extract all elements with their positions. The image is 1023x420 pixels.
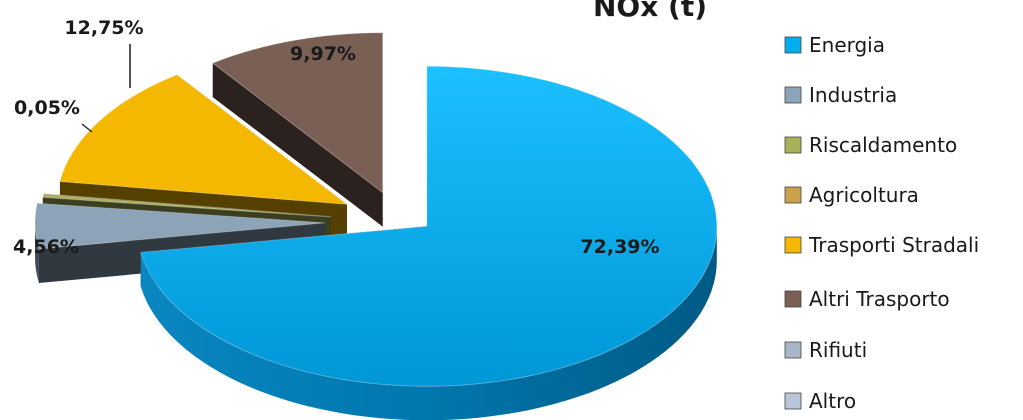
slice-side-energia bbox=[140, 226, 717, 420]
legend-item-agricoltura: Agricoltura bbox=[784, 183, 919, 207]
legend-label-trasporti-stradali: Trasporti Stradali bbox=[808, 233, 979, 257]
legend-swatch-riscaldamento bbox=[784, 136, 802, 154]
legend: Energia Industria Riscaldamento Agricolt… bbox=[784, 33, 979, 413]
legend-swatch-energia bbox=[784, 36, 802, 54]
legend-label-energia: Energia bbox=[809, 33, 885, 57]
legend-item-altro: Altro bbox=[784, 389, 856, 413]
legend-item-industria: Industria bbox=[784, 83, 897, 107]
legend-item-rifiuti: Rifiuti bbox=[784, 338, 867, 362]
legend-label-altri-trasporto: Altri Trasporto bbox=[809, 287, 950, 311]
legend-swatch-altri-trasporto bbox=[784, 290, 802, 308]
label-industria: 4,56% bbox=[13, 236, 79, 258]
slice-altri-trasporto bbox=[211, 32, 384, 227]
label-agricoltura: 0,05% bbox=[14, 97, 80, 119]
slice-top-altri-trasporto bbox=[211, 32, 384, 194]
legend-swatch-rifiuti bbox=[784, 341, 802, 359]
label-energia: 72,39% bbox=[580, 236, 659, 258]
chart-title: NOx (t) bbox=[593, 0, 707, 23]
slice-top-riscaldamento bbox=[42, 194, 331, 218]
legend-item-trasporti-stradali: Trasporti Stradali bbox=[784, 233, 979, 257]
leader-line-agricoltura bbox=[81, 123, 93, 133]
legend-swatch-agricoltura bbox=[784, 186, 802, 204]
legend-label-altro: Altro bbox=[809, 389, 856, 413]
legend-item-altri-trasporto: Altri Trasporto bbox=[784, 287, 950, 311]
slice-top-agricoltura bbox=[42, 193, 331, 218]
legend-label-riscaldamento: Riscaldamento bbox=[809, 133, 957, 157]
legend-swatch-altro bbox=[784, 392, 802, 410]
pie-slices bbox=[34, 32, 718, 420]
legend-label-industria: Industria bbox=[809, 83, 897, 107]
slice-side-industria bbox=[35, 222, 39, 283]
legend-item-energia: Energia bbox=[784, 33, 885, 57]
slice-energia bbox=[140, 65, 718, 420]
label-altri-trasporto: 9,97% bbox=[290, 43, 356, 65]
slice-top-energia bbox=[140, 65, 718, 387]
legend-label-rifiuti: Rifiuti bbox=[809, 338, 867, 362]
slice-top-industria bbox=[34, 202, 326, 250]
slice-wall-altri-trasporto bbox=[212, 63, 383, 227]
legend-swatch-industria bbox=[784, 86, 802, 104]
legend-swatch-trasporti-stradali bbox=[784, 236, 802, 254]
legend-label-agricoltura: Agricoltura bbox=[809, 183, 919, 207]
label-trasporti-stradali: 12,75% bbox=[64, 17, 143, 39]
slice-top-trasporti-stradali bbox=[59, 74, 349, 205]
legend-item-riscaldamento: Riscaldamento bbox=[784, 133, 957, 157]
